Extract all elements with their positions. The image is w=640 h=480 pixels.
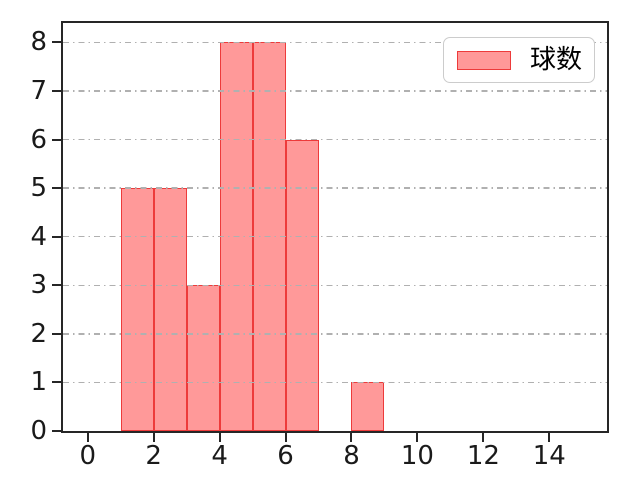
y-tick-mark — [52, 90, 61, 92]
x-tick-mark — [152, 433, 155, 442]
y-tick-mark — [52, 41, 61, 44]
x-tick-label: 0 — [79, 441, 96, 471]
x-tick-label: 12 — [466, 441, 500, 471]
y-tick-label: 6 — [30, 124, 47, 155]
y-tick-mark — [52, 284, 61, 287]
x-tick-mark — [284, 433, 287, 442]
y-gridline — [63, 138, 607, 141]
y-tick-label: 2 — [30, 318, 47, 349]
y-tick-label: 7 — [30, 76, 47, 106]
y-tick-mark — [52, 381, 61, 384]
y-gridline — [63, 187, 607, 189]
y-tick-mark — [52, 187, 61, 190]
x-tick-mark — [482, 433, 485, 442]
x-tick-label: 6 — [277, 441, 294, 471]
y-tick-label: 4 — [30, 221, 47, 252]
x-tick-mark — [86, 433, 89, 442]
y-gridline — [63, 41, 607, 44]
plot-area — [61, 21, 609, 433]
x-tick-mark — [416, 433, 419, 442]
y-gridline — [63, 90, 607, 92]
histogram-bar — [153, 188, 187, 431]
y-tick-mark — [52, 332, 61, 335]
legend: 球数 — [443, 37, 595, 83]
y-gridline — [63, 236, 607, 238]
y-tick-mark — [52, 430, 61, 432]
y-tick-label: 1 — [30, 367, 47, 398]
x-tick-label: 14 — [532, 441, 566, 471]
x-tick-label: 8 — [343, 441, 360, 471]
y-tick-mark — [52, 235, 61, 238]
y-gridline — [63, 284, 607, 286]
x-tick-label: 10 — [400, 441, 434, 471]
legend-label: 球数 — [530, 45, 583, 75]
legend-swatch — [457, 50, 511, 70]
y-tick-label: 0 — [30, 416, 47, 446]
x-tick-label: 4 — [211, 441, 228, 471]
y-tick-label: 8 — [30, 27, 47, 58]
y-gridline — [63, 333, 607, 335]
histogram-bar — [120, 188, 154, 431]
y-tick-label: 5 — [30, 173, 47, 204]
x-tick-label: 2 — [145, 441, 162, 471]
x-tick-mark — [350, 433, 353, 442]
x-tick-mark — [218, 433, 221, 442]
y-tick-mark — [52, 138, 61, 141]
histogram-bar — [186, 285, 220, 431]
histogram-bar — [351, 382, 385, 431]
y-gridline — [63, 381, 607, 384]
x-tick-mark — [548, 433, 551, 442]
y-tick-label: 3 — [30, 270, 47, 301]
